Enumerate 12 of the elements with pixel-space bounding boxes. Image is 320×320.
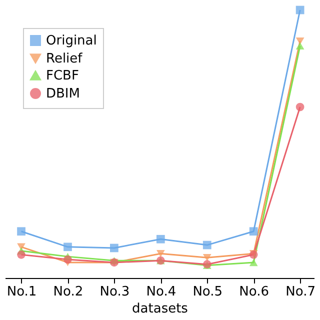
x-tick-label: No.5 bbox=[192, 284, 223, 300]
x-axis-title: datasets bbox=[132, 302, 188, 316]
x-tick-label: No.6 bbox=[239, 284, 270, 300]
x-tick-label: No.1 bbox=[6, 284, 37, 300]
x-tick-label: No.2 bbox=[53, 284, 84, 300]
legend-label: DBIM bbox=[46, 86, 80, 102]
x-tick-label: No.3 bbox=[100, 284, 130, 300]
legend-label: FCBF bbox=[46, 68, 79, 84]
x-tick-label: No.4 bbox=[146, 284, 176, 300]
legend-label: Relief bbox=[46, 52, 83, 66]
legend-label: Original bbox=[46, 34, 97, 48]
x-tick-label: No.7 bbox=[286, 284, 316, 300]
